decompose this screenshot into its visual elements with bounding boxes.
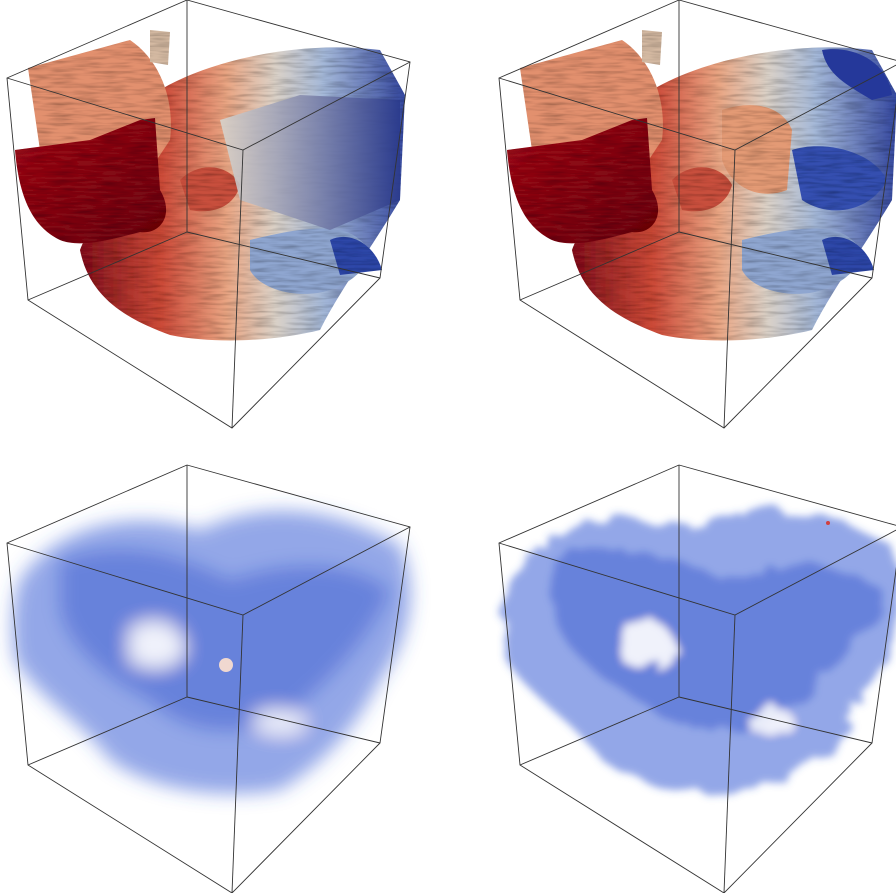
- panel-isosurface-a: [6, 0, 411, 429]
- hotspot: [826, 521, 830, 525]
- volume: [504, 510, 896, 794]
- blue-region: [792, 146, 887, 211]
- smooth-face: [220, 95, 400, 230]
- panel-volume-b: [498, 464, 896, 893]
- dark-blue-region: [822, 49, 892, 100]
- panel-isosurface-b: [498, 0, 896, 429]
- hotspot: [219, 658, 233, 672]
- panel-volume-a: [6, 464, 411, 893]
- volume: [12, 510, 411, 794]
- orange-region: [722, 105, 792, 194]
